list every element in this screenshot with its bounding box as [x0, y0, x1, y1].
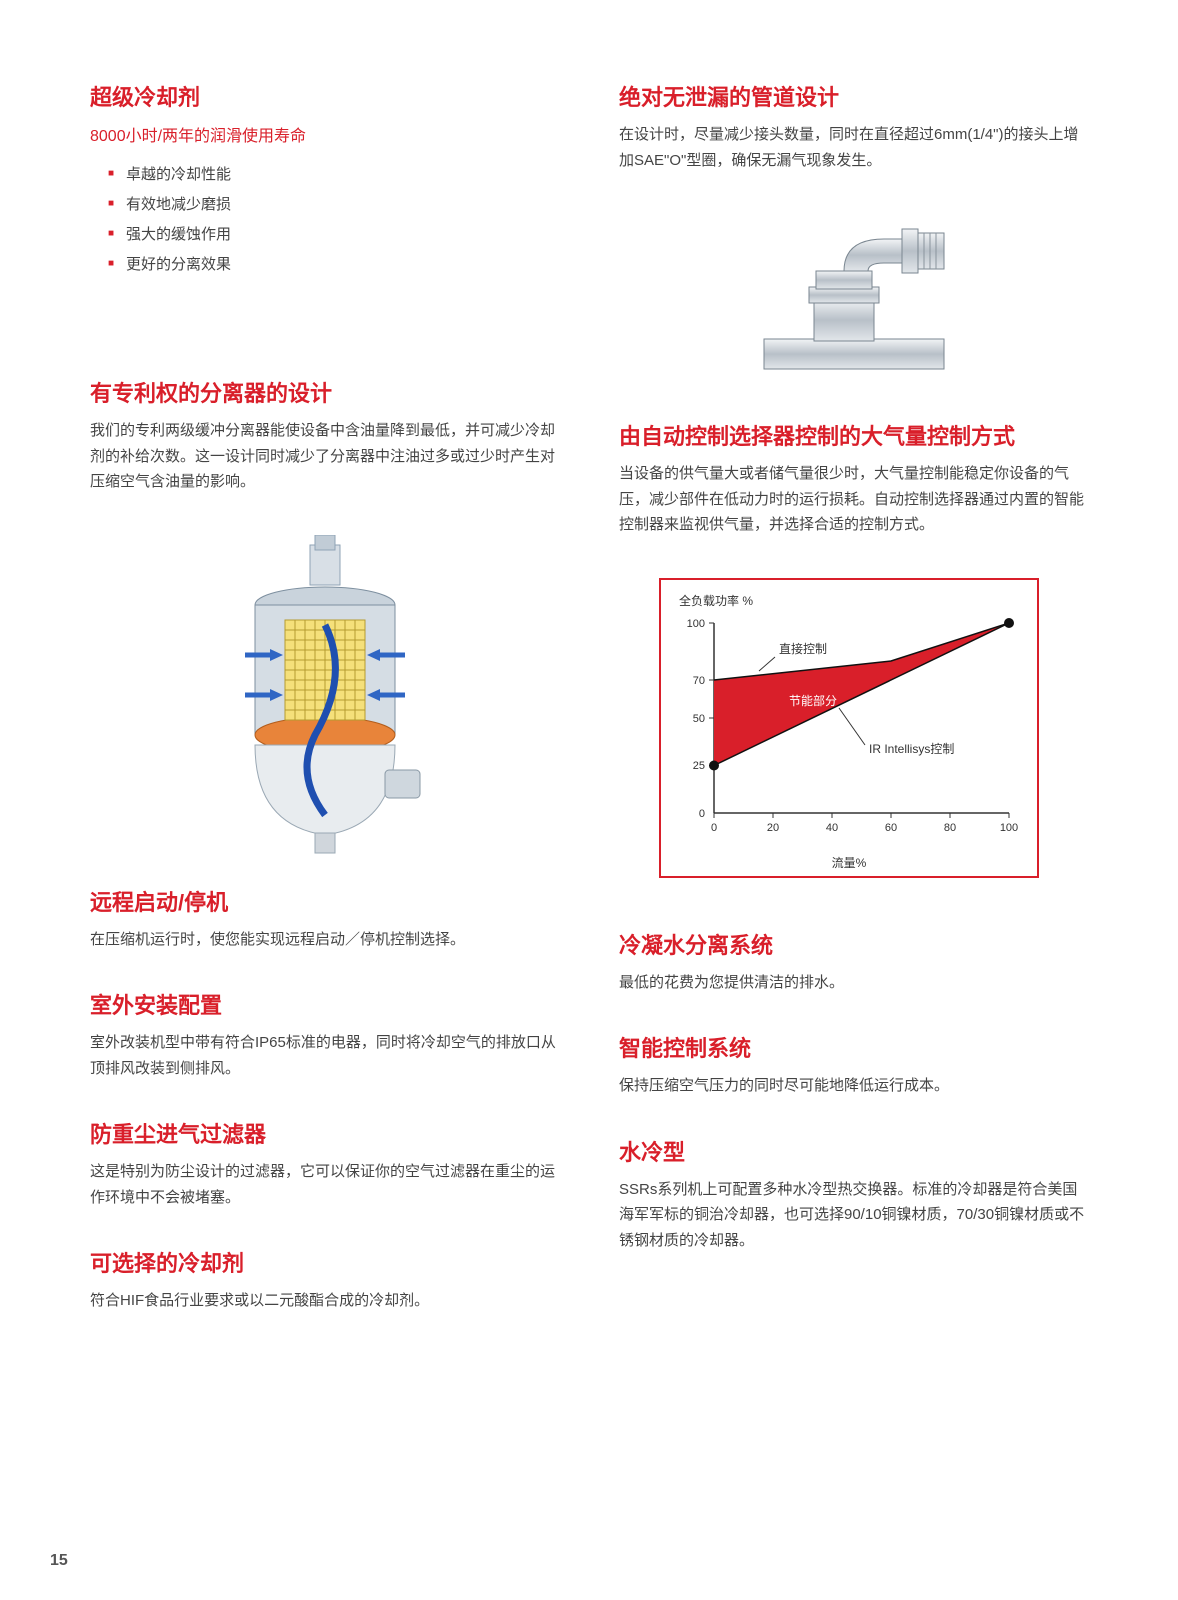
coolant-opt-section: 可选择的冷却剂 符合HIF食品行业要求或以二元酸酯合成的冷却剂。: [90, 1246, 559, 1314]
pipe-section: 绝对无泄漏的管道设计 在设计时，尽量减少接头数量，同时在直径超过6mm(1/4"…: [619, 80, 1088, 173]
pipe-title: 绝对无泄漏的管道设计: [619, 80, 1088, 112]
dust-title: 防重尘进气过滤器: [90, 1117, 559, 1149]
smart-title: 智能控制系统: [619, 1031, 1088, 1063]
outdoor-section: 室外安装配置 室外改装机型中带有符合IP65标准的电器，同时将冷却空气的排放口从…: [90, 988, 559, 1081]
xtick: 20: [767, 822, 779, 834]
xtick: 100: [1000, 822, 1018, 834]
control-section: 由自动控制选择器控制的大气量控制方式 当设备的供气量大或者储气量很少时，大气量控…: [619, 419, 1088, 538]
water-title: 水冷型: [619, 1135, 1088, 1167]
xtick: 80: [944, 822, 956, 834]
coolant-title: 超级冷却剂: [90, 80, 559, 112]
pipe-body: 在设计时，尽量减少接头数量，同时在直径超过6mm(1/4")的接头上增加SAE"…: [619, 122, 1088, 173]
chart-ylabel: 全负载功率 %: [679, 592, 1019, 609]
bullet-item: 有效地减少磨损: [108, 190, 559, 220]
outdoor-title: 室外安装配置: [90, 988, 559, 1020]
coolant-subtitle: 8000小时/两年的润滑使用寿命: [90, 122, 559, 146]
pipe-fitting-illustration: [754, 209, 954, 389]
chart-xlabel: 流量%: [679, 854, 1019, 871]
separator-title: 有专利权的分离器的设计: [90, 376, 559, 408]
control-body: 当设备的供气量大或者储气量很少时，大气量控制能稳定你设备的气压，减少部件在低动力…: [619, 461, 1088, 538]
water-body: SSRs系列机上可配置多种水冷型热交换器。标准的冷却器是符合美国海军军标的铜治冷…: [619, 1177, 1088, 1254]
ytick: 0: [699, 808, 705, 820]
smart-section: 智能控制系统 保持压缩空气压力的同时尽可能地降低运行成本。: [619, 1031, 1088, 1099]
dust-section: 防重尘进气过滤器 这是特别为防尘设计的过滤器，它可以保证你的空气过滤器在重尘的运…: [90, 1117, 559, 1210]
coolant-bullets: 卓越的冷却性能 有效地减少磨损 强大的缓蚀作用 更好的分离效果: [90, 160, 559, 280]
power-flow-chart: 全负载功率 % 100 70 50 25 0: [659, 578, 1039, 878]
xtick: 40: [826, 822, 838, 834]
smart-body: 保持压缩空气压力的同时尽可能地降低运行成本。: [619, 1073, 1088, 1099]
coolant-opt-body: 符合HIF食品行业要求或以二元酸酯合成的冷却剂。: [90, 1288, 559, 1314]
ytick: 100: [687, 618, 705, 630]
remote-title: 远程启动/停机: [90, 885, 559, 917]
ytick: 70: [693, 675, 705, 687]
bullet-item: 更好的分离效果: [108, 250, 559, 280]
remote-body: 在压缩机运行时，使您能实现远程启动／停机控制选择。: [90, 927, 559, 953]
chart-saving-label: 节能部分: [789, 693, 837, 708]
separator-body: 我们的专利两级缓冲分离器能使设备中含油量降到最低，并可减少冷却剂的补给次数。这一…: [90, 418, 559, 495]
bullet-item: 卓越的冷却性能: [108, 160, 559, 190]
outdoor-body: 室外改装机型中带有符合IP65标准的电器，同时将冷却空气的排放口从顶排风改装到侧…: [90, 1030, 559, 1081]
ytick: 25: [693, 760, 705, 772]
chart-svg: 100 70 50 25 0 0 20 40 60: [679, 613, 1019, 843]
xtick: 60: [885, 822, 897, 834]
two-column-layout: 超级冷却剂 8000小时/两年的润滑使用寿命 卓越的冷却性能 有效地减少磨损 强…: [90, 80, 1088, 1350]
separator-device-illustration: [215, 535, 435, 865]
water-section: 水冷型 SSRs系列机上可配置多种水冷型热交换器。标准的冷却器是符合美国海军军标…: [619, 1135, 1088, 1254]
ytick: 50: [693, 713, 705, 725]
remote-section: 远程启动/停机 在压缩机运行时，使您能实现远程启动／停机控制选择。: [90, 885, 559, 953]
coolant-opt-title: 可选择的冷却剂: [90, 1246, 559, 1278]
coolant-section: 超级冷却剂 8000小时/两年的润滑使用寿命 卓越的冷却性能 有效地减少磨损 强…: [90, 80, 559, 280]
dust-body: 这是特别为防尘设计的过滤器，它可以保证你的空气过滤器在重尘的运作环境中不会被堵塞…: [90, 1159, 559, 1210]
page-number: 15: [50, 1552, 68, 1570]
left-column: 超级冷却剂 8000小时/两年的润滑使用寿命 卓越的冷却性能 有效地减少磨损 强…: [90, 80, 559, 1350]
xtick: 0: [711, 822, 717, 834]
right-column: 绝对无泄漏的管道设计 在设计时，尽量减少接头数量，同时在直径超过6mm(1/4"…: [619, 80, 1088, 1350]
document-page: 超级冷却剂 8000小时/两年的润滑使用寿命 卓越的冷却性能 有效地减少磨损 强…: [0, 0, 1178, 1600]
condensate-body: 最低的花费为您提供清洁的排水。: [619, 970, 1088, 996]
bullet-item: 强大的缓蚀作用: [108, 220, 559, 250]
control-title: 由自动控制选择器控制的大气量控制方式: [619, 419, 1088, 451]
chart-direct-label: 直接控制: [779, 641, 827, 656]
chart-ir-label: IR Intellisys控制: [869, 742, 954, 756]
separator-section: 有专利权的分离器的设计 我们的专利两级缓冲分离器能使设备中含油量降到最低，并可减…: [90, 376, 559, 495]
condensate-title: 冷凝水分离系统: [619, 928, 1088, 960]
condensate-section: 冷凝水分离系统 最低的花费为您提供清洁的排水。: [619, 928, 1088, 996]
